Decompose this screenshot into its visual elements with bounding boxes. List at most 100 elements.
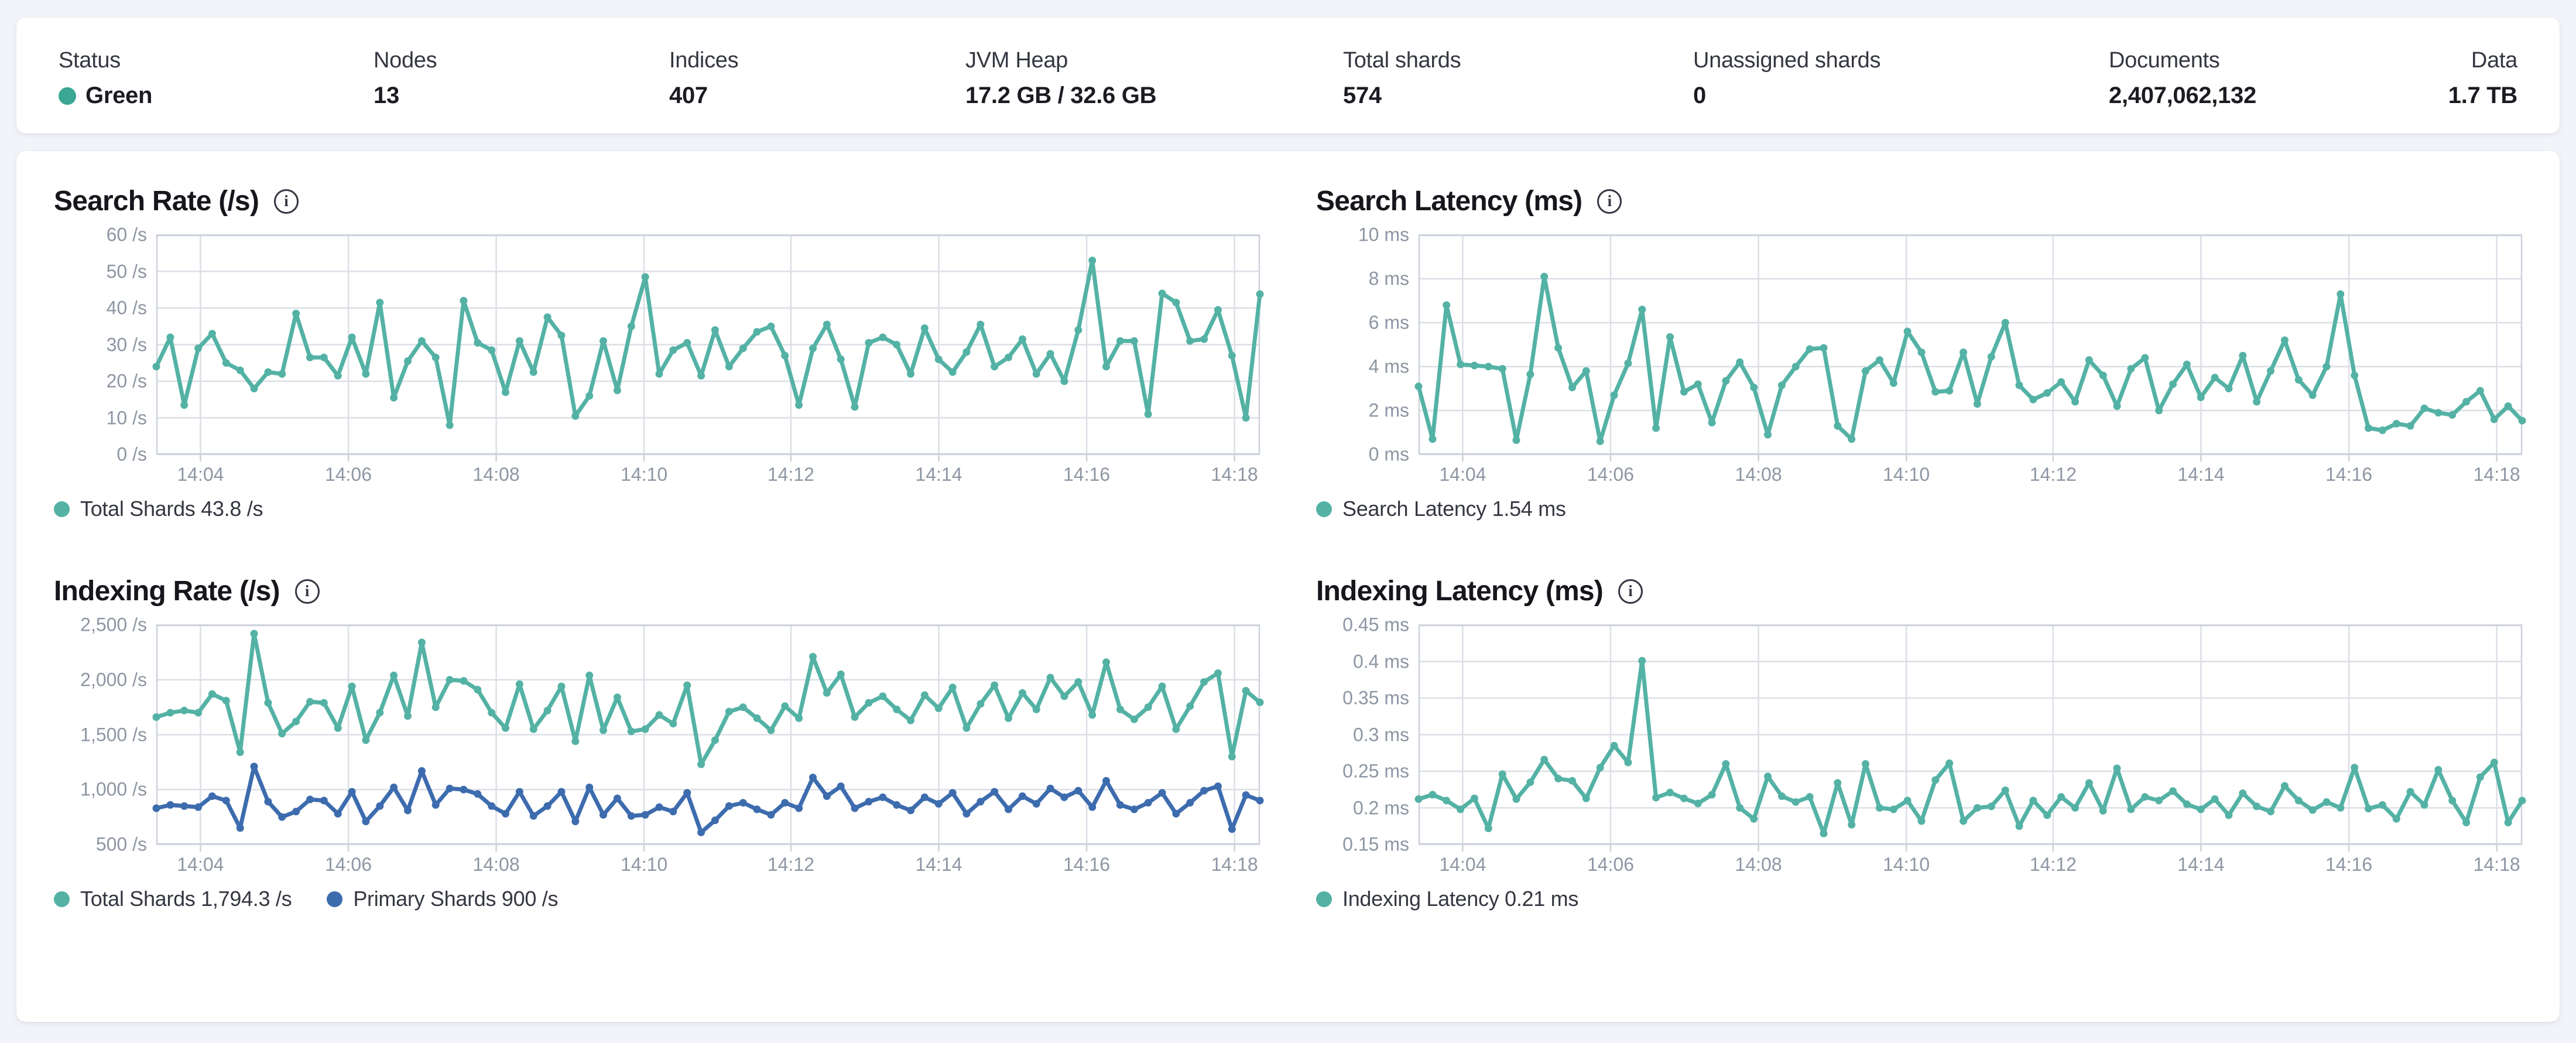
y-tick-label: 50 /s	[106, 261, 147, 282]
stat-label: Documents	[2109, 48, 2220, 73]
series-markers	[152, 257, 1264, 429]
legend-item-primary-shards[interactable]: Primary Shards 900 /s	[327, 887, 558, 911]
chart-plot-area[interactable]	[1414, 624, 2526, 852]
legend-item-total-shards[interactable]: Total Shards 43.8 /s	[54, 497, 263, 521]
info-icon[interactable]: i	[1597, 189, 1622, 214]
series-markers	[1414, 656, 2526, 837]
info-icon[interactable]: i	[274, 189, 299, 214]
legend-dot	[1316, 891, 1332, 907]
chart-title: Indexing Rate (/s)	[54, 576, 280, 607]
health-status-dot	[59, 87, 76, 105]
info-icon[interactable]: i	[294, 579, 320, 604]
y-tick-label: 0.15 ms	[1342, 833, 1409, 855]
x-tick-label: 14:14	[915, 854, 962, 875]
chart-indexing-rate: Indexing Rate (/s) i 500 /s 1,000 /s 1,500…	[54, 575, 1264, 911]
x-axis-labels: 14:04 14:06 14:08 14:10 14:12 14:14 14:16 14:18	[156, 454, 1260, 488]
y-tick-label: 0.45 ms	[1342, 614, 1409, 635]
x-axis-labels: 14:04 14:06 14:08 14:10 14:12 14:14 14:16 14:18	[1419, 844, 2522, 878]
x-tick-label: 14:08	[472, 464, 520, 485]
legend-item-search-latency[interactable]: Search Latency 1.54 ms	[1316, 497, 1566, 521]
x-tick-label: 14:10	[621, 464, 668, 485]
legend-label: Total Shards 43.8 /s	[80, 497, 263, 521]
stat-value: 574	[1343, 83, 1382, 108]
x-tick-label: 14:12	[2029, 854, 2077, 875]
y-tick-label: 0 ms	[1368, 443, 1409, 465]
legend-item-indexing-latency[interactable]: Indexing Latency 0.21 ms	[1316, 887, 1578, 911]
x-tick-label: 14:06	[1587, 464, 1635, 485]
x-axis-labels: 14:04 14:06 14:08 14:10 14:12 14:14 14:16 14:18	[1419, 454, 2522, 488]
x-axis-labels: 14:04 14:06 14:08 14:10 14:12 14:14 14:16 14:18	[156, 844, 1260, 878]
cluster-status-bar: Status Green Nodes 13 Indices 407 JVM Heap 17.2…	[16, 18, 2560, 134]
stat-label: Nodes	[374, 48, 437, 73]
legend-dot	[327, 891, 343, 907]
chart-search-rate: Search Rate (/s) i 0 /s 10 /s 20 /s 30 /s 40…	[54, 185, 1264, 521]
y-tick-label: 40 /s	[106, 297, 147, 319]
stat-label: Total shards	[1343, 48, 1461, 73]
x-tick-label: 14:06	[1587, 854, 1635, 875]
chart-plot-area[interactable]	[152, 624, 1264, 852]
chart-svg	[152, 234, 1264, 461]
chart-plot-area[interactable]	[152, 234, 1264, 461]
y-axis-labels: 0.15 ms 0.2 ms 0.25 ms 0.3 ms 0.35 ms 0.4 ms 0…	[1316, 614, 1419, 855]
x-tick-label: 14:10	[1883, 464, 1930, 485]
chart-indexing-latency: Indexing Latency (ms) i 0.15 ms 0.2 ms 0.2…	[1316, 575, 2526, 911]
stat-value: 407	[669, 83, 708, 108]
x-tick-label: 14:08	[1735, 854, 1782, 875]
x-tick-label: 14:14	[2177, 854, 2225, 875]
legend-label: Indexing Latency 0.21 ms	[1342, 887, 1579, 911]
chart-title: Search Rate (/s)	[54, 186, 259, 217]
chart-svg	[1414, 624, 2526, 852]
series-line-total-shards	[154, 631, 1262, 767]
y-tick-label: 0.25 ms	[1342, 760, 1409, 782]
stat-status: Status Green	[59, 48, 374, 109]
y-tick-label: 10 /s	[106, 407, 147, 428]
chart-svg	[152, 624, 1264, 852]
series-markers	[152, 762, 1264, 836]
x-tick-label: 14:18	[2473, 854, 2520, 875]
stat-jvm-heap: JVM Heap 17.2 GB / 32.6 GB	[965, 48, 1343, 109]
series-line-total-shards	[154, 258, 1262, 428]
stat-indices: Indices 407	[669, 48, 965, 109]
chart-title: Indexing Latency (ms)	[1316, 576, 1604, 607]
stat-label: Data	[2471, 48, 2517, 73]
stat-value: 0	[1693, 83, 1706, 108]
y-tick-label: 0.4 ms	[1352, 651, 1409, 672]
stat-unassigned-shards: Unassigned shards 0	[1693, 48, 2109, 109]
legend-label: Search Latency 1.54 ms	[1342, 497, 1566, 521]
stat-value: Green	[59, 83, 374, 109]
stat-value: 13	[374, 83, 399, 108]
y-tick-label: 0.2 ms	[1352, 797, 1409, 818]
x-tick-label: 14:16	[2325, 854, 2373, 875]
stat-total-shards: Total shards 574	[1343, 48, 1693, 109]
x-tick-label: 14:08	[1735, 464, 1782, 485]
chart-legend: Total Shards 1,794.3 /s Primary Shards 90…	[54, 887, 1260, 911]
x-tick-label: 14:04	[177, 854, 224, 875]
stat-label: Indices	[669, 48, 739, 73]
x-tick-label: 14:06	[324, 464, 372, 485]
y-tick-label: 2 ms	[1368, 399, 1409, 421]
chart-title: Search Latency (ms)	[1316, 186, 1582, 217]
series-markers	[152, 630, 1264, 768]
y-axis-labels: 0 ms 2 ms 4 ms 6 ms 8 ms 10 ms	[1316, 224, 1419, 465]
series-line-search-latency	[1416, 274, 2524, 443]
x-tick-label: 14:10	[1883, 854, 1930, 875]
x-tick-label: 14:08	[472, 854, 520, 875]
y-axis-labels: 0 /s 10 /s 20 /s 30 /s 40 /s 50 /s 60 /s	[54, 224, 156, 465]
y-tick-label: 10 ms	[1358, 224, 1409, 245]
y-tick-label: 1,000 /s	[80, 778, 147, 800]
x-tick-label: 14:16	[1063, 854, 1111, 875]
y-tick-label: 30 /s	[106, 334, 147, 355]
x-tick-label: 14:14	[2177, 464, 2225, 485]
legend-label: Total Shards 1,794.3 /s	[80, 887, 292, 911]
y-tick-label: 0.35 ms	[1342, 687, 1409, 709]
info-icon[interactable]: i	[1618, 579, 1643, 604]
x-tick-label: 14:18	[2473, 464, 2520, 485]
stat-label: Status	[59, 48, 121, 73]
x-tick-label: 14:12	[767, 854, 814, 875]
x-tick-label: 14:12	[2029, 464, 2077, 485]
x-tick-label: 14:16	[1063, 464, 1111, 485]
x-tick-label: 14:18	[1211, 854, 1258, 875]
legend-item-total-shards[interactable]: Total Shards 1,794.3 /s	[54, 887, 292, 911]
chart-legend: Total Shards 43.8 /s	[54, 497, 1260, 521]
chart-plot-area[interactable]	[1414, 234, 2526, 461]
